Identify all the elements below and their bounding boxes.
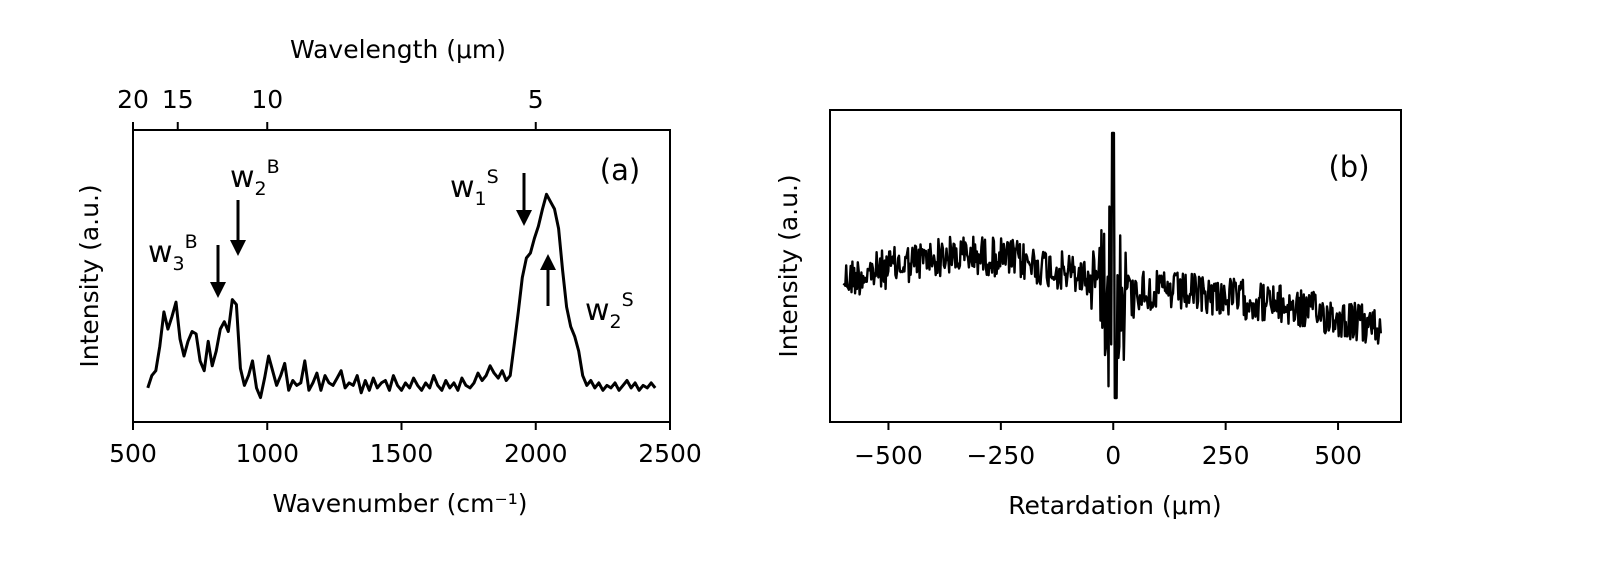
spectrum-line <box>146 192 657 400</box>
annotation-label: w3B <box>148 231 198 275</box>
a-xtick-label: 1000 <box>235 439 299 468</box>
a-xtick-label: 1500 <box>370 439 434 468</box>
b-xtick-label: −500 <box>854 441 923 470</box>
a-xtick-label: 2000 <box>504 439 568 468</box>
a-xtick-label: 500 <box>109 439 157 468</box>
b-xlabel: Retardation (μm) <box>1008 491 1221 520</box>
a-ylabel: Intensity (a.u.) <box>75 184 104 367</box>
plot-frame-b <box>829 109 1402 423</box>
annotation-arrow-head <box>540 254 556 270</box>
annotation-label: w2S <box>585 289 634 333</box>
a-top-xlabel: Wavelength (μm) <box>290 35 506 64</box>
a-bottom-ticks: 500 1000 1500 2000 2500 <box>109 422 702 468</box>
a-annotations: w3B w2B w1S w2S <box>148 156 634 333</box>
annotation-arrow-head <box>230 240 246 256</box>
a-toptick-label: 15 <box>162 85 194 114</box>
panel-tag-a: (a) <box>600 153 640 187</box>
interferogram-line <box>842 131 1382 400</box>
panel-b: −500 −250 0 250 500 (b) Retardation (μm) Int… <box>774 109 1402 520</box>
annotation-label: w1S <box>450 166 499 210</box>
b-xtick-label: 250 <box>1202 441 1250 470</box>
a-toptick-label: 5 <box>528 85 544 114</box>
annotation-arrow-head <box>210 282 226 298</box>
a-toptick-label: 10 <box>251 85 283 114</box>
panel-tag-b: (b) <box>1328 150 1369 184</box>
panel-a: 500 1000 1500 2000 2500 20 15 10 5 w3B w2B w1S w2S… <box>75 35 702 518</box>
plot-frame-a <box>132 129 671 423</box>
a-toptick-label: 20 <box>117 85 149 114</box>
b-xtick-label: 500 <box>1314 441 1362 470</box>
a-xtick-label: 2500 <box>638 439 702 468</box>
b-bottom-ticks: −500 −250 0 250 500 <box>854 422 1362 470</box>
a-top-ticks: 20 15 10 5 <box>117 85 544 130</box>
a-xlabel: Wavenumber (cm⁻¹) <box>273 489 528 518</box>
annotation-arrow-head <box>516 210 532 226</box>
annotation-label: w2B <box>230 156 280 200</box>
b-ylabel: Intensity (a.u.) <box>774 174 803 357</box>
b-xtick-label: 0 <box>1105 441 1121 470</box>
b-xtick-label: −250 <box>967 441 1036 470</box>
